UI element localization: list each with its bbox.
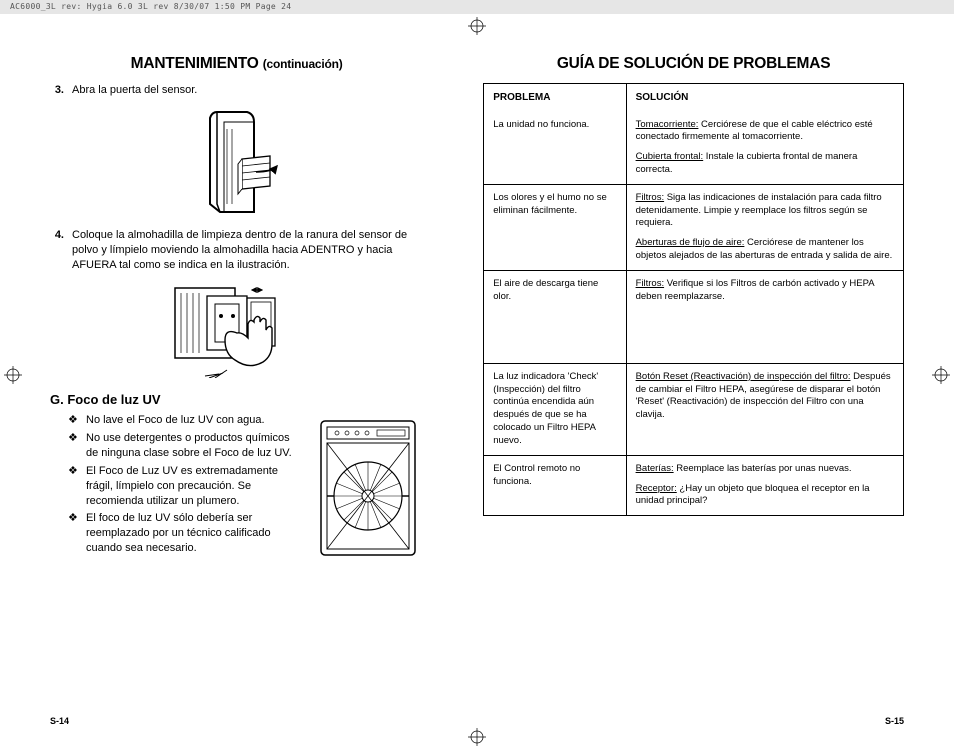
table-row: Los olores y el humo no se eliminan fáci…: [484, 184, 903, 270]
bullet-icon: ❖: [68, 431, 78, 461]
solution-text: Verifique si los Filtros de carbón activ…: [636, 278, 874, 302]
solution-cell: Baterías: Reemplace las baterías por una…: [627, 456, 903, 515]
crop-mark-right-icon: [932, 366, 950, 384]
header-solucion: SOLUCIÓN: [627, 84, 903, 112]
solution-block: Receptor: ¿Hay un objeto que bloquea el …: [636, 483, 894, 509]
list-item: ❖El foco de luz UV sólo debería ser reem…: [50, 511, 301, 556]
troubleshooting-table: PROBLEMA SOLUCIÓN La unidad no funciona.…: [483, 83, 904, 516]
solution-cell: Filtros: Siga las indicaciones de instal…: [627, 185, 903, 270]
document-page: AC6000_3L rev: Hygia 6.0 3L rev 8/30/07 …: [0, 0, 954, 750]
solution-cell: Tomacorriente: Cerciórese de que el cabl…: [627, 112, 903, 184]
troubleshooting-title: GUÍA DE SOLUCIÓN DE PROBLEMAS: [483, 55, 904, 73]
list-item: ❖ No lave el Foco de luz UV con agua.: [50, 413, 301, 428]
step-text: Abra la puerta del sensor.: [72, 83, 423, 98]
crop-mark-left-icon: [4, 366, 22, 384]
figure-cleaning-pad-icon: [50, 278, 423, 378]
solution-label: Baterías:: [636, 463, 674, 474]
solution-block: Botón Reset (Reactivación) de inspección…: [636, 371, 894, 422]
solution-text: Siga las indicaciones de instalación par…: [636, 192, 882, 229]
figure-uv-unit-icon: [313, 413, 423, 568]
uv-section: ❖ No lave el Foco de luz UV con agua. ❖ No …: [50, 413, 423, 568]
solution-block: Cubierta frontal: Instale la cubierta fr…: [636, 151, 894, 177]
list-item: ❖ No use detergentes o productos químicos…: [50, 431, 301, 461]
title-sub: (continuación): [263, 57, 343, 71]
bullet-icon: ❖: [68, 464, 78, 509]
solution-label: Aberturas de flujo de aire:: [636, 237, 745, 248]
table-row: La luz indicadora 'Check' (Inspección) d…: [484, 363, 903, 455]
solution-label: Cubierta frontal:: [636, 151, 704, 162]
print-header: AC6000_3L rev: Hygia 6.0 3L rev 8/30/07 …: [0, 0, 954, 14]
maintenance-title: MANTENIMIENTO (continuación): [50, 55, 423, 73]
solution-label: Tomacorriente:: [636, 119, 699, 130]
solution-label: Filtros:: [636, 192, 665, 203]
table-row: La unidad no funciona. Tomacorriente: Cer…: [484, 112, 903, 184]
page-number-right: S-15: [885, 716, 904, 726]
solution-label: Receptor:: [636, 483, 677, 494]
bullet-icon: ❖: [68, 413, 78, 428]
uv-bullets: ❖ No lave el Foco de luz UV con agua. ❖ No …: [50, 413, 301, 568]
step-number: 3.: [50, 83, 64, 98]
section-g-heading: G. Foco de luz UV: [50, 392, 423, 407]
crop-mark-top-icon: [468, 17, 486, 35]
page-number-left: S-14: [50, 716, 69, 726]
header-problema: PROBLEMA: [484, 84, 626, 112]
table-row: El Control remoto no funciona. Baterías: …: [484, 455, 903, 515]
bullet-icon: ❖: [68, 511, 78, 556]
solution-block: Filtros: Siga las indicaciones de instal…: [636, 192, 894, 230]
table-header-row: PROBLEMA SOLUCIÓN: [484, 84, 903, 112]
solution-block: Baterías: Reemplace las baterías por una…: [636, 463, 894, 476]
solution-cell: Filtros: Verifique si los Filtros de car…: [627, 271, 903, 363]
solution-label: Botón Reset (Reactivación) de inspección…: [636, 371, 851, 382]
list-item-text: No lave el Foco de luz UV con agua.: [86, 413, 265, 428]
list-item: ❖El Foco de Luz UV es extremadamente frá…: [50, 464, 301, 509]
solution-text: Reemplace las baterías por unas nuevas.: [674, 463, 852, 474]
table-row: El aire de descarga tiene olor. Filtros: …: [484, 270, 903, 363]
list-item-text: No use detergentes o productos químicos …: [86, 431, 301, 461]
problem-cell: La luz indicadora 'Check' (Inspección) d…: [484, 364, 626, 455]
step-text: Coloque la almohadilla de limpieza dentr…: [72, 228, 423, 273]
list-item-text: El Foco de Luz UV es extremadamente frág…: [86, 464, 301, 509]
title-main: MANTENIMIENTO: [131, 55, 263, 72]
solution-block: Tomacorriente: Cerciórese de que el cabl…: [636, 119, 894, 145]
problem-cell: El Control remoto no funciona.: [484, 456, 626, 515]
right-column: GUÍA DE SOLUCIÓN DE PROBLEMAS PROBLEMA S…: [483, 55, 904, 700]
figure-sensor-door-icon: [50, 104, 423, 214]
step-4: 4. Coloque la almohadilla de limpieza de…: [50, 228, 423, 273]
solution-block: Aberturas de flujo de aire: Cerciórese d…: [636, 237, 894, 263]
solution-block: Filtros: Verifique si los Filtros de car…: [636, 278, 894, 304]
solution-label: Filtros:: [636, 278, 665, 289]
problem-cell: El aire de descarga tiene olor.: [484, 271, 626, 363]
list-item-text: El foco de luz UV sólo debería ser reemp…: [86, 511, 301, 556]
step-3: 3. Abra la puerta del sensor.: [50, 83, 423, 98]
step-number: 4.: [50, 228, 64, 273]
problem-cell: La unidad no funciona.: [484, 112, 626, 184]
solution-cell: Botón Reset (Reactivación) de inspección…: [627, 364, 903, 455]
problem-cell: Los olores y el humo no se eliminan fáci…: [484, 185, 626, 270]
left-column: MANTENIMIENTO (continuación) 3. Abra la …: [50, 55, 423, 700]
crop-mark-bottom-icon: [468, 728, 486, 746]
content-area: MANTENIMIENTO (continuación) 3. Abra la …: [50, 55, 904, 700]
